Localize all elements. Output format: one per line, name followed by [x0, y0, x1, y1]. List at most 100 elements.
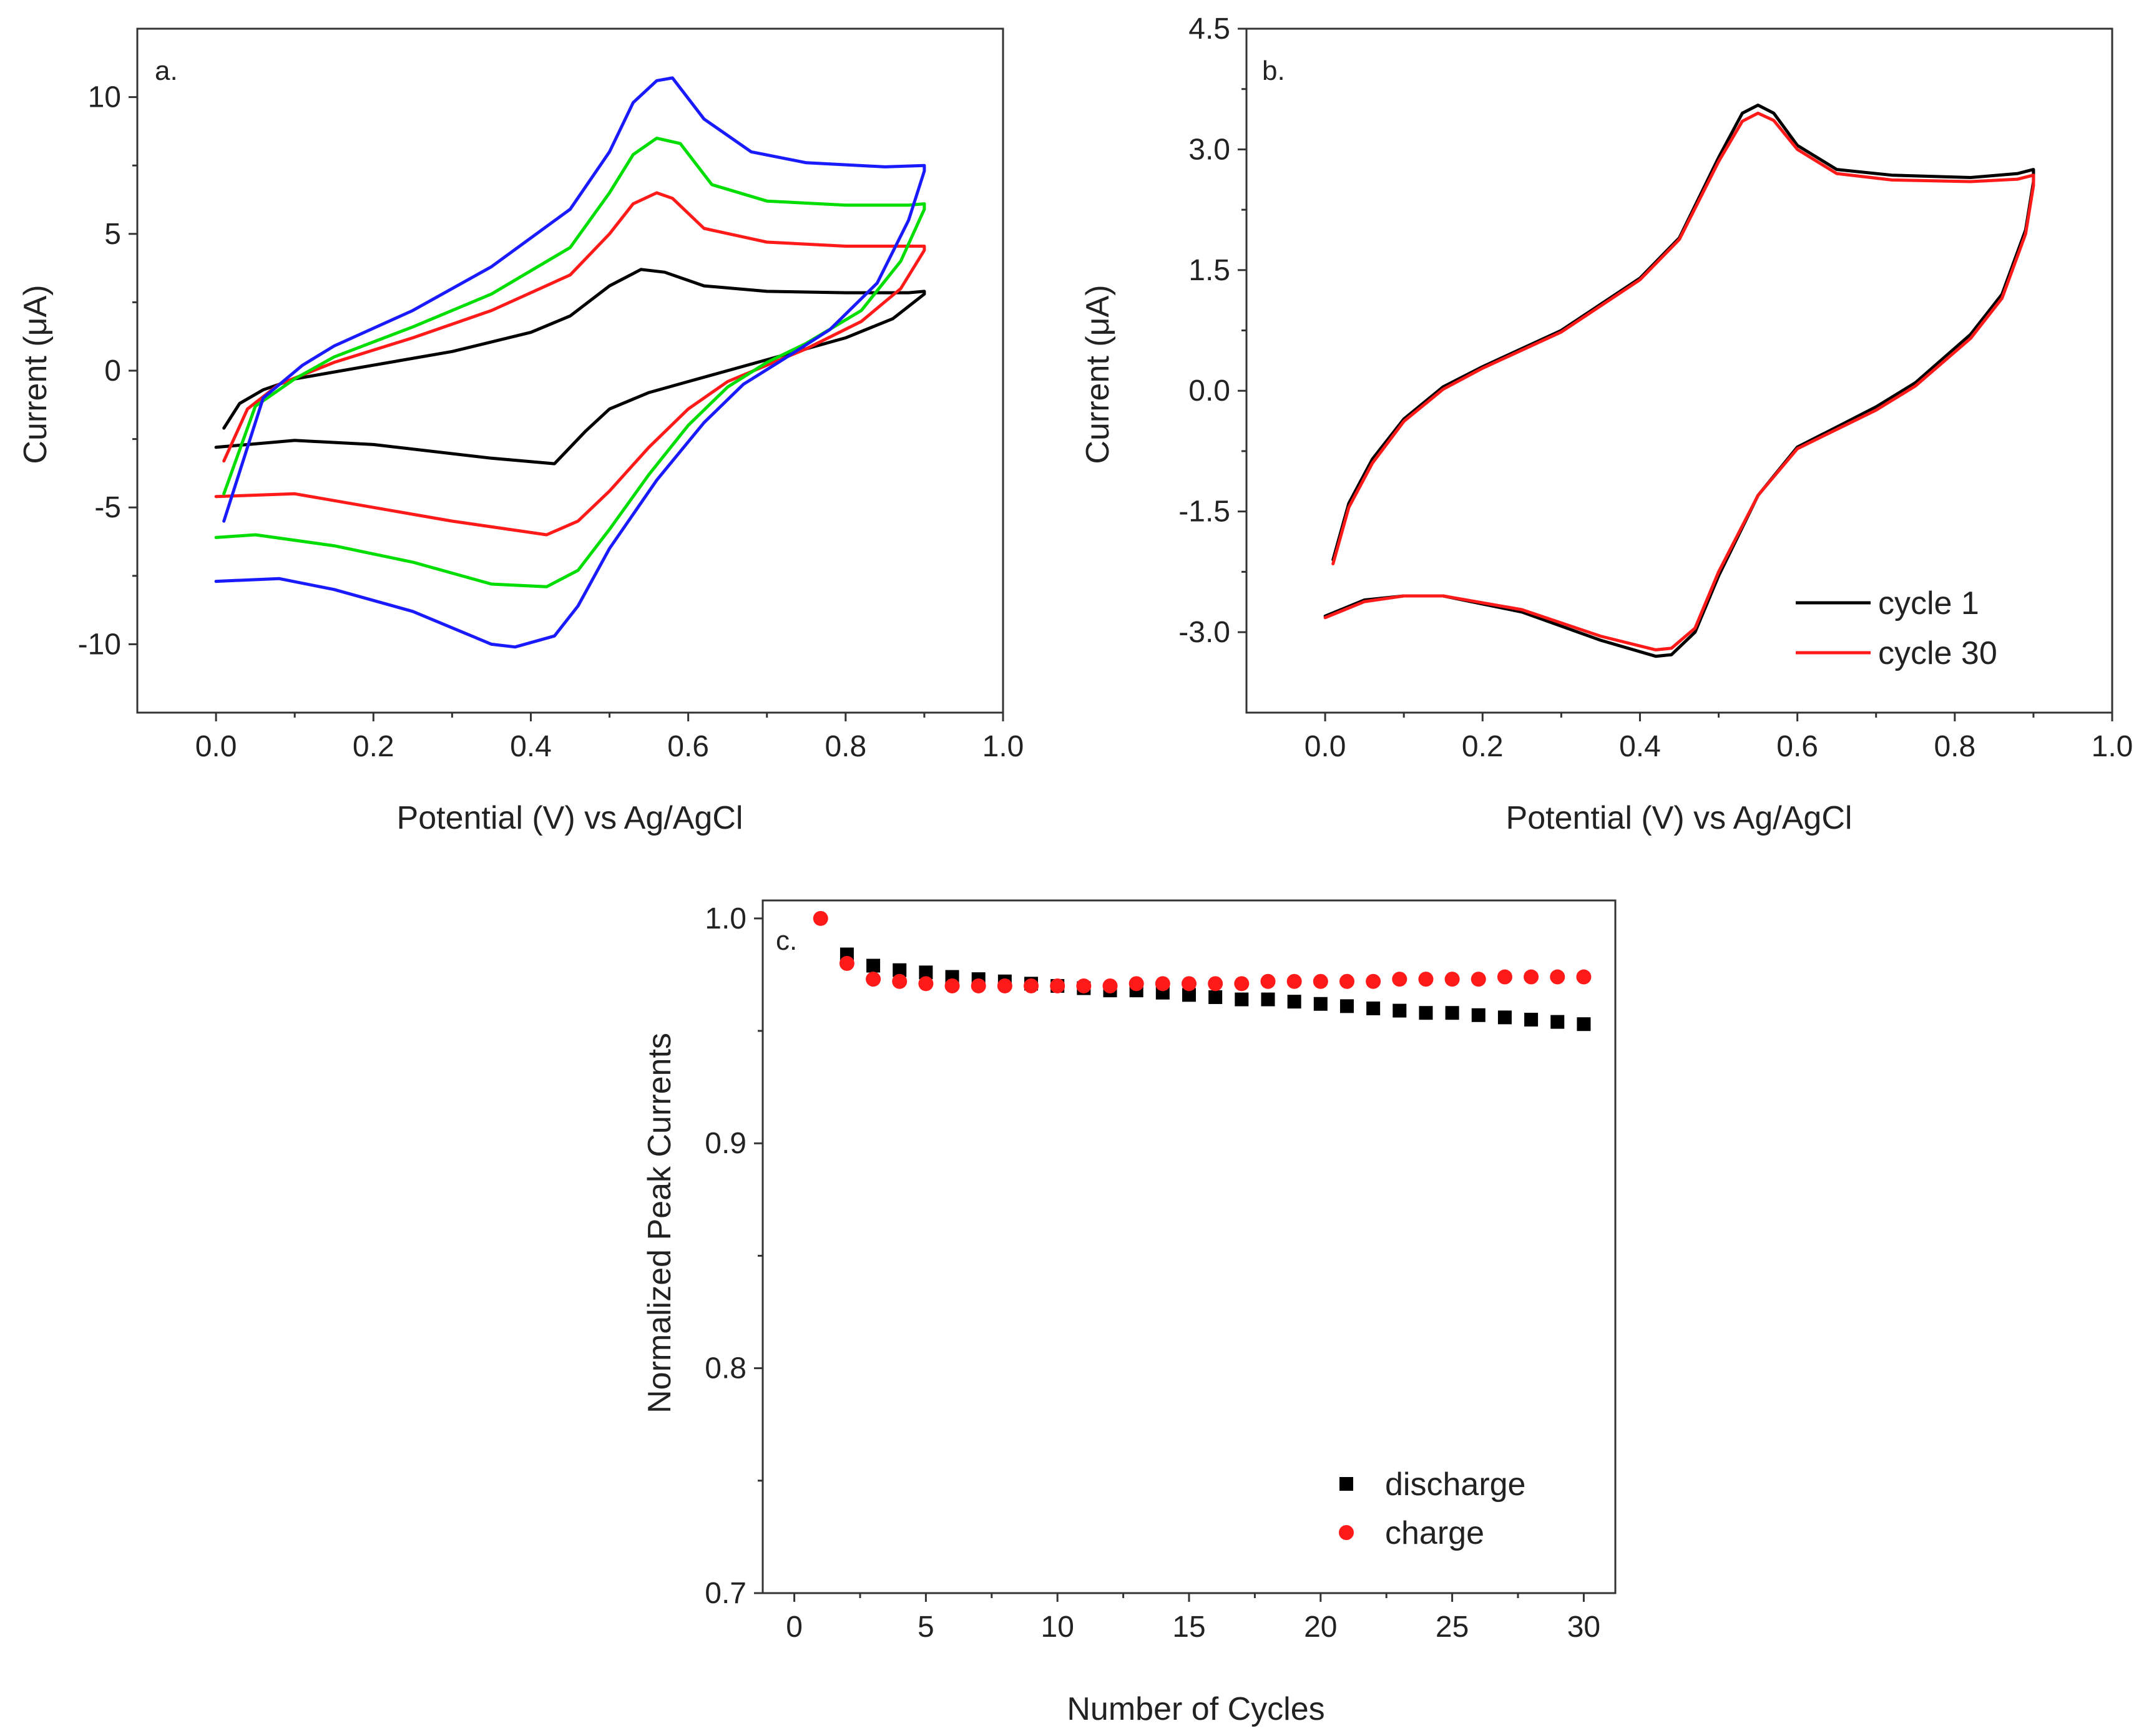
panel-c-discharge-point [1577, 1017, 1591, 1031]
panel-a-x-tick-label: 0.2 [353, 730, 394, 763]
panel-c-charge-point [1102, 978, 1118, 993]
panel-b-y-tick-label: 3.0 [1188, 133, 1230, 166]
panel-c-discharge-point [1261, 992, 1275, 1007]
panel-c-x-tick-label: 5 [918, 1611, 934, 1644]
panel-c-discharge-point [1313, 997, 1328, 1011]
panel-c-x-axis-title: Number of Cycles [1067, 1691, 1324, 1727]
panel-c-label: c. [776, 925, 797, 956]
panel-c-charge-point [892, 973, 908, 989]
panel-c-charge-point [1418, 972, 1434, 987]
panel-c-y-tick-label: 0.8 [705, 1352, 747, 1385]
panel-b-x-axis-title: Potential (V) vs Ag/AgCl [1506, 800, 1853, 836]
panel-a-y-tick-label: -5 [94, 491, 121, 524]
panel-b-chart: b. Potential (V) vs Ag/AgCl Current (μA)… [1080, 12, 2133, 836]
panel-b-y-axis-title: Current (μA) [1080, 285, 1116, 464]
panel-c-legend-swatch [1339, 1525, 1354, 1540]
panel-c-charge-point [866, 972, 881, 987]
panel-c-discharge-point [1524, 1013, 1539, 1027]
panel-c-charge-point [1576, 969, 1592, 985]
panel-a-x-tick-label: 0.4 [510, 730, 552, 763]
panel-c-discharge-point [893, 963, 907, 977]
panel-b-y-tick-label: 4.5 [1188, 12, 1230, 46]
panel-b-y-tick-label: 0.0 [1188, 374, 1230, 407]
panel-c-charge-point [1444, 972, 1460, 987]
panel-a-y-tick-label: 0 [104, 354, 121, 388]
panel-b-legend-label: cycle 1 [1878, 585, 1979, 622]
panel-c-x-tick-label: 0 [786, 1611, 803, 1644]
panel-c-discharge-point [1366, 1001, 1381, 1015]
panel-a-series-red [214, 191, 926, 537]
panel-c-discharge-point [1208, 990, 1223, 1004]
panel-a-x-tick-label: 0.0 [195, 730, 237, 763]
panel-c-charge-point [1550, 969, 1565, 985]
panel-c-x-tick-label: 25 [1436, 1611, 1469, 1644]
panel-b-y-tick-label: -3.0 [1178, 616, 1230, 649]
panel-a-x-tick-label: 0.6 [667, 730, 709, 763]
panel-c-discharge-point [1471, 1008, 1486, 1022]
panel-c-discharge-point [1419, 1006, 1433, 1020]
panel-c-charge-point [1076, 978, 1092, 993]
panel-c-charge-point [1366, 973, 1381, 989]
panel-a-series-green [214, 136, 926, 588]
panel-a-series-black [214, 268, 926, 466]
panel-b-x-tick-label: 0.6 [1776, 730, 1818, 763]
panel-c-charge-point [1024, 978, 1039, 993]
panel-b-series-cycle-30 [1323, 111, 2035, 651]
panel-a-plot-frame [136, 27, 1004, 714]
panel-c-x-tick-label: 10 [1041, 1611, 1074, 1644]
panel-c-charge-point [1313, 973, 1328, 989]
panel-b-x-tick-label: 0.0 [1305, 730, 1346, 763]
panel-a-label: a. [155, 56, 178, 86]
panel-c-legend-swatch [1339, 1477, 1353, 1491]
panel-c-charge-point [839, 955, 854, 971]
panel-b-x-tick-label: 0.4 [1619, 730, 1661, 763]
panel-c-y-tick-label: 0.9 [705, 1127, 747, 1160]
panel-c-charge-point [1392, 972, 1407, 987]
panel-b-x-tick-label: 1.0 [2092, 730, 2133, 763]
panel-c-y-tick-label: 1.0 [705, 902, 747, 935]
panel-c-chart: c. Number of Cycles Normalized Peak Curr… [642, 899, 1617, 1727]
panel-a-y-axis-title: Current (μA) [17, 285, 54, 464]
panel-c-discharge-point [1550, 1015, 1565, 1029]
panel-c-discharge-point [1235, 992, 1249, 1007]
panel-c-charge-point [1286, 973, 1302, 989]
panel-b-y-tick-label: 1.5 [1188, 254, 1230, 287]
panel-c-charge-point [813, 910, 828, 926]
panel-c-charge-point [997, 978, 1012, 993]
panel-a-x-tick-label: 0.8 [825, 730, 866, 763]
panel-a-x-axis-title: Potential (V) vs Ag/AgCl [397, 800, 743, 836]
panel-a-series-blue [214, 76, 926, 649]
panel-b-legend-label: cycle 30 [1878, 635, 1997, 671]
panel-c-charge-point [918, 976, 934, 992]
panel-c-charge-point [944, 978, 960, 993]
panel-b-y-tick-label: -1.5 [1178, 495, 1230, 529]
panel-a-y-tick-label: 10 [88, 81, 121, 114]
panel-c-discharge-point [1497, 1010, 1512, 1025]
panel-c-discharge-point [1287, 995, 1301, 1009]
panel-c-charge-point [1260, 973, 1276, 989]
panel-c-charge-point [1128, 976, 1144, 992]
panel-c-y-axis-title: Normalized Peak Currents [642, 1033, 678, 1413]
panel-c-charge-point [1524, 969, 1539, 985]
panel-a-x-tick-label: 1.0 [982, 730, 1024, 763]
panel-c-x-tick-label: 15 [1172, 1611, 1205, 1644]
panel-b-x-tick-label: 0.8 [1934, 730, 1975, 763]
panel-b-plot-frame [1245, 27, 2113, 714]
panel-c-charge-point [1471, 972, 1486, 987]
panel-b-label: b. [1262, 56, 1285, 86]
panel-c-x-tick-label: 30 [1567, 1611, 1600, 1644]
panel-c-discharge-point [1339, 999, 1354, 1013]
panel-c-discharge-point [919, 965, 933, 980]
panel-a-y-tick-label: 5 [104, 218, 121, 251]
panel-a-y-tick-label: -10 [78, 628, 121, 661]
panel-c-charge-point [1155, 976, 1170, 992]
panel-c-charge-point [1339, 973, 1354, 989]
panel-c-charge-point [971, 978, 986, 993]
panel-c-y-tick-label: 0.7 [705, 1577, 747, 1610]
panel-c-x-tick-label: 20 [1304, 1611, 1337, 1644]
panel-a-chart: a. Potential (V) vs Ag/AgCl Current (μA)… [17, 27, 1024, 836]
panel-b-series-cycle-1 [1323, 104, 2035, 658]
panel-c-discharge-point [866, 958, 881, 973]
panel-c-charge-point [1497, 969, 1512, 985]
